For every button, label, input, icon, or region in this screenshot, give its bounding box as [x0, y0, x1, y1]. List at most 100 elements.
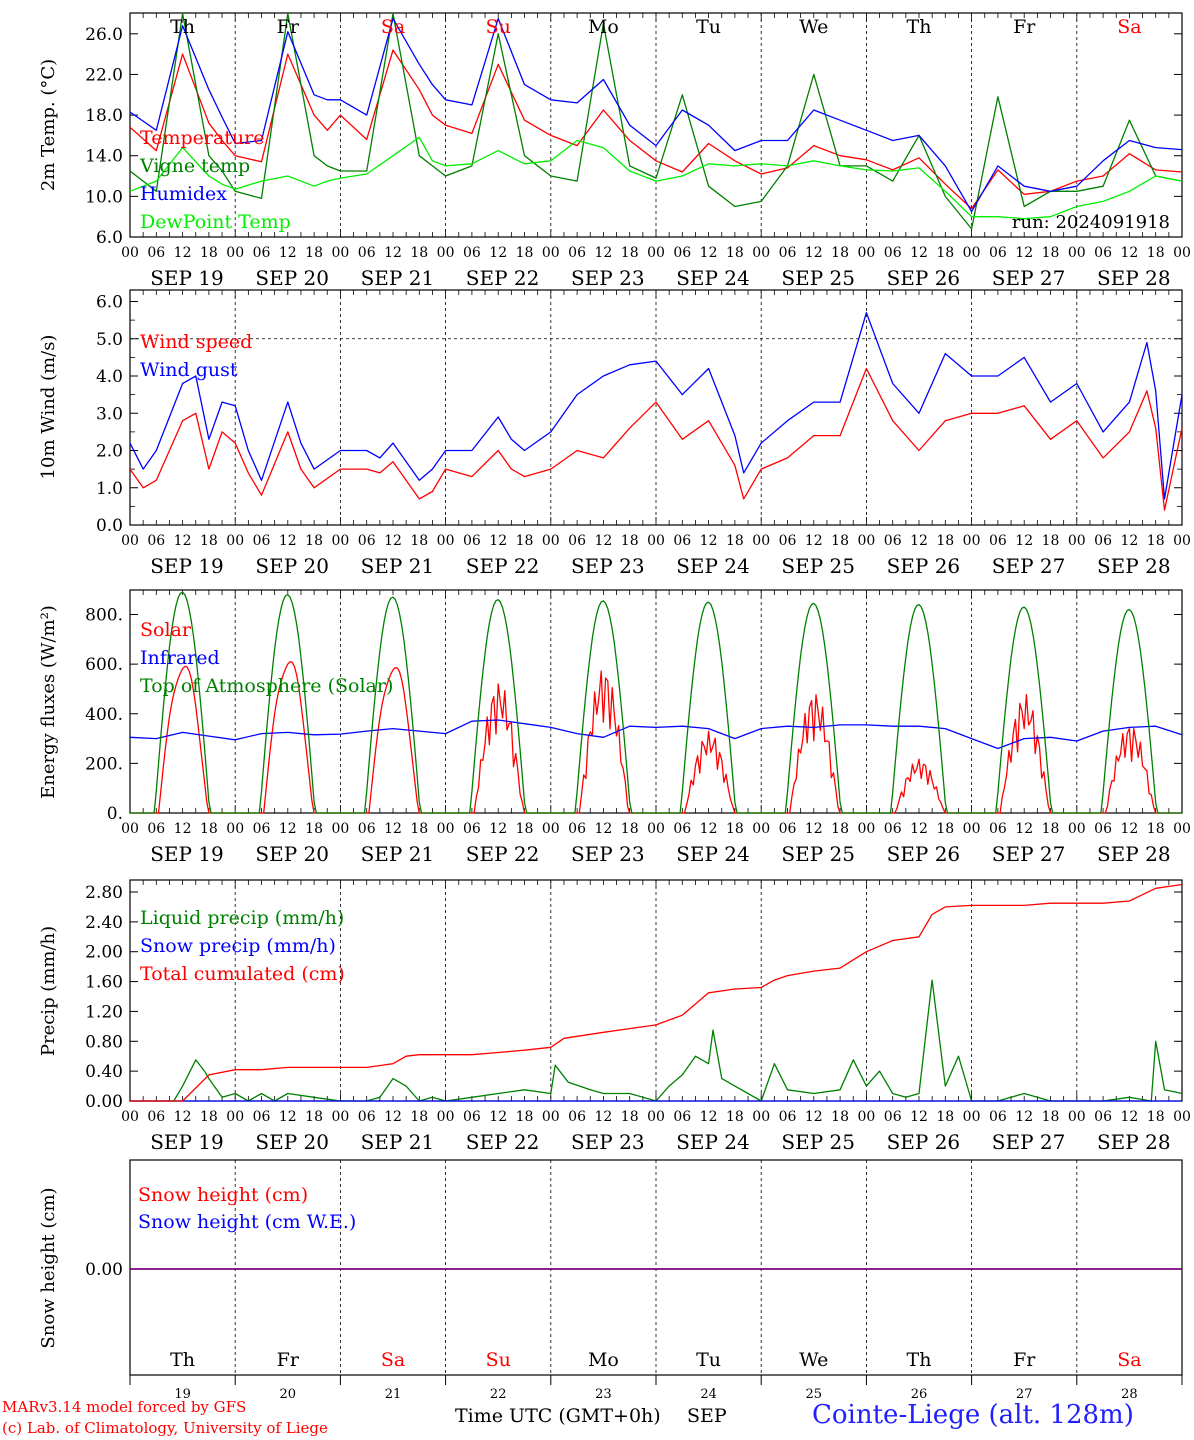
- hour-label: 18: [516, 245, 534, 261]
- hour-label: 00: [542, 1109, 560, 1125]
- hour-label: 12: [1015, 533, 1033, 549]
- day-abbr: Fr: [277, 1349, 300, 1371]
- day-abbr-top: Th: [170, 16, 195, 38]
- hour-label: 00: [542, 821, 560, 837]
- hour-label: 06: [253, 1109, 271, 1125]
- day-abbr: Th: [170, 1349, 195, 1371]
- hour-label: 00: [752, 245, 770, 261]
- series-line: [129, 136, 1183, 220]
- date-label: SEP 23: [571, 554, 645, 578]
- date-label: SEP 24: [676, 842, 750, 866]
- day-abbr: Tu: [696, 1349, 721, 1371]
- hour-label: 18: [200, 1109, 218, 1125]
- panel-2: 0.0 1.0 2.0 3.0 4.0 5.0 6.0 10m Wind (m/s) Wind …: [38, 289, 1191, 578]
- hour-label: 06: [989, 821, 1007, 837]
- date-label: SEP 27: [992, 1130, 1066, 1154]
- hour-label: 12: [279, 1109, 297, 1125]
- hour-label: 12: [594, 1109, 612, 1125]
- hour-label: 00: [1068, 245, 1086, 261]
- hour-label: 12: [1015, 821, 1033, 837]
- hour-label: 18: [726, 1109, 744, 1125]
- hour-label: 06: [568, 533, 586, 549]
- series-line: [129, 49, 1183, 210]
- date-label: SEP 21: [361, 842, 435, 866]
- hour-label: 18: [410, 245, 428, 261]
- hour-label: 12: [700, 533, 718, 549]
- legend-entry: Solar: [140, 619, 192, 641]
- hour-label: 18: [1147, 1109, 1165, 1125]
- y-tick-label: 600.: [85, 655, 123, 675]
- y-tick-label: 0.: [107, 804, 123, 824]
- hour-label: 12: [1015, 245, 1033, 261]
- y-tick-label: 1.0: [96, 479, 123, 499]
- y-tick-label: 0.40: [85, 1062, 123, 1082]
- hour-label: 18: [305, 821, 323, 837]
- hour-label: 18: [1042, 533, 1060, 549]
- hour-label: 00: [647, 821, 665, 837]
- y-tick-label: 800.: [85, 606, 123, 626]
- date-label: SEP 20: [255, 266, 329, 290]
- hour-label: 12: [279, 245, 297, 261]
- hour-label: 00: [121, 245, 139, 261]
- panel-3: 0. 200. 400. 600. 800. Energy fluxes (W/m²) So…: [38, 589, 1191, 866]
- hour-label: 06: [568, 821, 586, 837]
- hour-label: 00: [1068, 533, 1086, 549]
- y-axis-label: 10m Wind (m/s): [38, 335, 59, 480]
- hour-label: 18: [1147, 821, 1165, 837]
- hour-label: 06: [989, 1109, 1007, 1125]
- legend-entry: Humidex: [140, 183, 227, 205]
- hour-label: 12: [489, 821, 507, 837]
- series-line: [130, 883, 1183, 1102]
- hour-label: 12: [805, 1109, 823, 1125]
- hour-label: 06: [463, 1109, 481, 1125]
- hour-label: 18: [1147, 245, 1165, 261]
- date-label: SEP 19: [150, 554, 224, 578]
- hour-label: 00: [226, 533, 244, 549]
- y-tick-label: 18.0: [85, 106, 123, 126]
- hour-label: 00: [1173, 821, 1191, 837]
- hour-label: 06: [1094, 821, 1112, 837]
- hour-label: 00: [226, 821, 244, 837]
- hour-label: 18: [621, 245, 639, 261]
- day-number: 20: [280, 1387, 297, 1402]
- legend-entry: Total cumulated (cm): [140, 963, 345, 985]
- hour-label: 12: [1120, 1109, 1138, 1125]
- series-line: [130, 979, 1183, 1102]
- panel-5: 0.00 Snow height (cm) Snow height (cm) Snow…: [38, 1159, 1183, 1402]
- y-axis-label: Energy fluxes (W/m²): [38, 605, 59, 799]
- hour-label: 00: [752, 821, 770, 837]
- date-label: SEP 25: [781, 266, 855, 290]
- hour-label: 00: [542, 245, 560, 261]
- hour-label: 12: [910, 245, 928, 261]
- day-abbr: Th: [907, 1349, 932, 1371]
- credit-line-1: MARv3.14 model forced by GFS: [2, 1398, 247, 1416]
- day-number: 26: [911, 1387, 928, 1402]
- date-label: SEP 23: [571, 266, 645, 290]
- hour-label: 06: [253, 245, 271, 261]
- hour-label: 18: [410, 821, 428, 837]
- hour-label: 06: [1094, 245, 1112, 261]
- legend-entry: Snow precip (mm/h): [140, 935, 336, 957]
- hour-label: 06: [884, 533, 902, 549]
- hour-label: 12: [805, 245, 823, 261]
- day-number: 24: [700, 1387, 717, 1402]
- hour-label: 06: [1094, 533, 1112, 549]
- y-tick-label: 0.00: [85, 1092, 123, 1112]
- date-label: SEP 22: [466, 1130, 540, 1154]
- hour-label: 06: [358, 533, 376, 549]
- y-tick-label: 26.0: [85, 25, 123, 45]
- hour-label: 12: [174, 245, 192, 261]
- hour-label: 06: [884, 1109, 902, 1125]
- date-label: SEP 23: [571, 842, 645, 866]
- y-axis-label: Precip (mm/h): [38, 926, 59, 1056]
- date-label: SEP 28: [1097, 842, 1171, 866]
- y-tick-label: 2.40: [85, 913, 123, 933]
- day-abbr: Su: [486, 1349, 511, 1371]
- hour-label: 12: [174, 821, 192, 837]
- date-label: SEP 25: [781, 1130, 855, 1154]
- hour-label: 06: [253, 821, 271, 837]
- date-label: SEP 28: [1097, 1130, 1171, 1154]
- hour-label: 18: [831, 1109, 849, 1125]
- legend-entry: DewPoint Temp: [140, 211, 291, 233]
- hour-label: 00: [1173, 533, 1191, 549]
